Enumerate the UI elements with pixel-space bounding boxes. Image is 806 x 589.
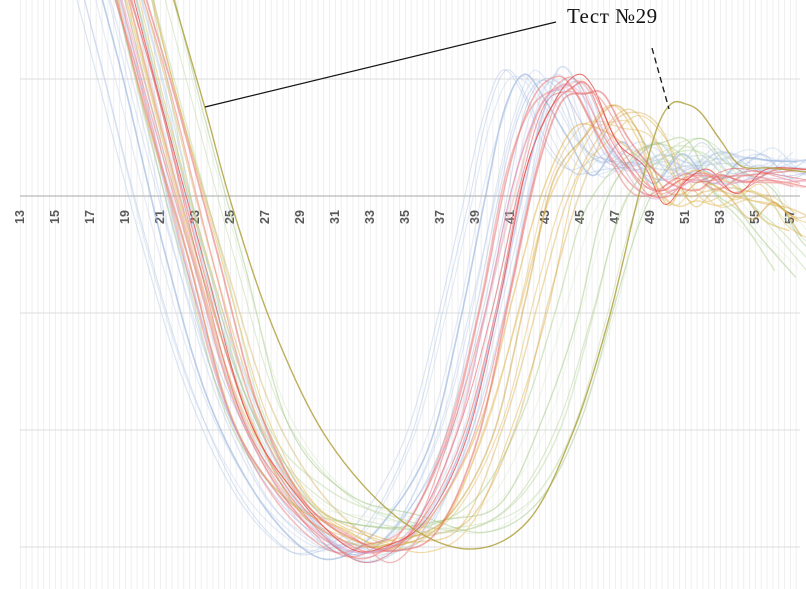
curve	[143, 0, 806, 544]
x-tick-label: 31	[328, 210, 342, 224]
x-tick-label: 15	[48, 210, 62, 224]
vertical-gridlines	[19, 0, 797, 589]
x-axis-labels: 13 15 17 19 21 23 25 27 29 31 33 35 37 39 41 43 45 47 49 51…	[13, 210, 797, 224]
curve	[136, 0, 796, 529]
x-tick-label: 35	[398, 210, 412, 224]
x-tick-label: 49	[643, 210, 657, 224]
curve	[95, 0, 793, 549]
curve	[76, 0, 776, 555]
series-pink-stray	[121, 0, 806, 554]
curve	[164, 0, 806, 529]
x-tick-label: 53	[713, 210, 727, 224]
curve	[115, 0, 776, 530]
curve	[109, 0, 806, 547]
series-olive-test-29	[173, 0, 806, 550]
series-blue	[76, 0, 806, 564]
x-tick-label: 19	[118, 210, 132, 224]
curve	[131, 0, 806, 553]
series-red	[114, 0, 806, 564]
x-tick-label: 37	[433, 210, 447, 224]
annotation-line-dashed	[651, 47, 670, 110]
curve	[125, 0, 798, 545]
x-tick-label: 55	[748, 210, 762, 224]
x-tick-label: 13	[13, 210, 27, 224]
curve	[173, 0, 806, 550]
annotation-pointer-lines	[204, 21, 670, 110]
x-tick-label: 27	[258, 210, 272, 224]
curve	[84, 0, 780, 556]
annotation-label: Тест №29	[567, 4, 658, 28]
annotation-line	[204, 21, 557, 108]
x-tick-label: 43	[538, 210, 552, 224]
curve	[129, 0, 806, 564]
curve	[140, 0, 806, 558]
curve	[152, 0, 806, 532]
curve	[119, 0, 806, 554]
series-lavender-stray	[119, 0, 806, 554]
curve	[83, 0, 783, 552]
x-tick-label: 39	[468, 210, 482, 224]
curve	[135, 0, 806, 564]
curve	[101, 0, 798, 561]
x-tick-label: 57	[783, 210, 797, 224]
curve	[174, 0, 806, 534]
x-tick-label: 51	[678, 210, 692, 224]
curve	[108, 0, 806, 552]
curve	[114, 0, 794, 554]
x-tick-label: 47	[608, 210, 622, 224]
x-tick-label: 29	[293, 210, 307, 224]
curve	[145, 0, 806, 553]
curve	[151, 0, 806, 554]
x-tick-label: 45	[573, 210, 587, 224]
curve	[143, 0, 806, 564]
curve	[118, 0, 806, 556]
curve	[151, 0, 806, 534]
series-green-straggler	[151, 0, 806, 534]
curve	[138, 0, 806, 547]
horizontal-gridlines	[20, 78, 800, 548]
x-tick-label: 17	[83, 210, 97, 224]
curve	[116, 0, 796, 560]
curve	[114, 0, 806, 556]
x-tick-label: 25	[223, 210, 237, 224]
curve	[133, 0, 806, 553]
curve	[121, 0, 806, 554]
curve	[141, 0, 806, 552]
x-tick-label: 33	[363, 210, 377, 224]
